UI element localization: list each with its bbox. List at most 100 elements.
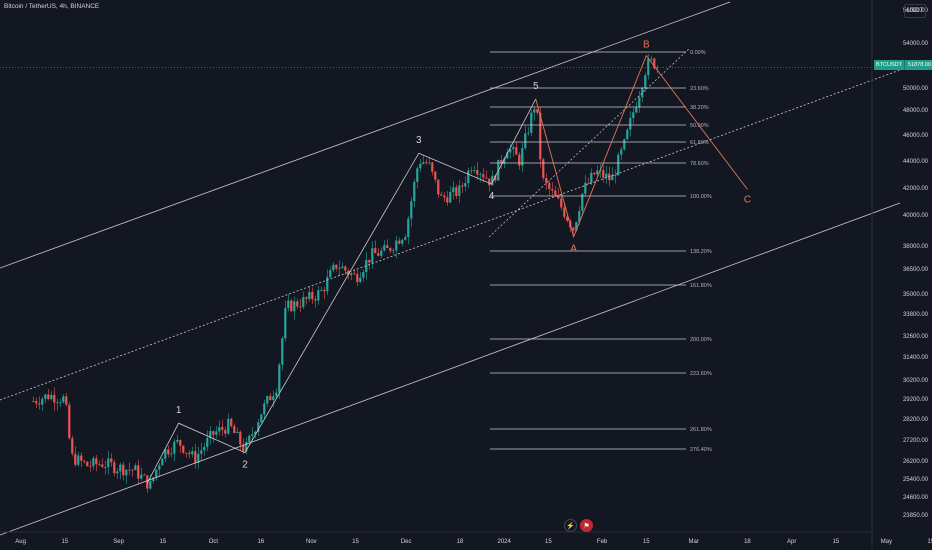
trend-lines	[0, 1, 901, 536]
candle-body	[467, 170, 470, 184]
candle-body	[125, 469, 128, 476]
candle-body	[95, 458, 98, 465]
candle-body	[92, 458, 95, 467]
flag-icon[interactable]: ⚑	[580, 519, 593, 532]
candle-body	[326, 277, 329, 292]
fib-level-label: 261.80%	[690, 427, 712, 433]
candle-body	[380, 250, 383, 256]
candle-body	[446, 197, 449, 203]
candle-body	[98, 464, 101, 466]
candle-body	[305, 297, 308, 299]
fib-level-label: 100.00%	[690, 194, 712, 200]
time-tick-label: 15	[643, 539, 650, 545]
candle-body	[518, 154, 521, 166]
candle-body	[638, 97, 641, 108]
price-tick-label: 40000.00	[903, 213, 929, 219]
candle-body	[404, 237, 407, 240]
candle-body	[149, 481, 152, 489]
time-tick-label: Sep	[113, 539, 124, 545]
candle-body	[341, 266, 344, 269]
time-tick-label: May	[881, 539, 892, 545]
time-tick-label: 15	[927, 539, 932, 545]
wave-label: 1	[176, 405, 182, 416]
candle-body	[128, 469, 131, 471]
candle-body	[410, 201, 413, 219]
price-tick-label: 27200.00	[903, 438, 929, 444]
candle-body	[479, 174, 482, 175]
time-tick-label: Aug	[15, 539, 26, 545]
candle-body	[170, 453, 173, 455]
candle-body	[194, 451, 197, 463]
candle-body	[161, 458, 164, 466]
candle-body	[290, 300, 293, 312]
time-tick-label: Apr	[787, 539, 796, 545]
candle-body	[263, 403, 266, 415]
time-tick-label: 16	[257, 539, 264, 545]
candle-body	[251, 434, 254, 436]
candle-body	[158, 465, 161, 470]
candle-body	[35, 401, 38, 404]
time-tick-label: 18	[744, 539, 751, 545]
symbol-title[interactable]: Bitcoin / TetherUS, 4h, BINANCE	[4, 3, 100, 10]
candle-body	[329, 270, 332, 278]
candle-body	[182, 445, 185, 453]
candle-body	[347, 270, 350, 275]
wave-label: C	[744, 194, 751, 205]
candle-body	[353, 273, 356, 275]
candle-body	[557, 195, 560, 199]
price-tick-label: 35000.00	[903, 292, 929, 298]
candle-body	[203, 446, 206, 451]
price-tick-label: 50000.00	[903, 86, 929, 92]
candle-body	[299, 306, 302, 308]
candle-body	[491, 175, 494, 186]
candle-body	[548, 182, 551, 189]
candle-body	[152, 477, 155, 482]
candle-body	[179, 440, 182, 446]
candle-body	[56, 402, 59, 404]
candle-body	[281, 338, 284, 365]
candle-body	[212, 431, 215, 435]
time-tick-label: Nov	[306, 539, 317, 545]
fib-level-label: 276.40%	[690, 447, 712, 453]
candle-body	[314, 299, 317, 301]
candle-body	[104, 467, 107, 468]
price-tick-label: 44000.00	[903, 159, 929, 165]
candle-body	[398, 240, 401, 244]
candle-body	[272, 396, 275, 401]
candle-body	[101, 464, 104, 468]
fib-level-label: 0.00%	[690, 50, 706, 56]
candle-body	[374, 248, 377, 254]
price-tick-label: 24600.00	[903, 495, 929, 501]
candle-body	[68, 404, 71, 439]
price-tick-label: 26200.00	[903, 459, 929, 465]
price-tick-label: 38000.00	[903, 244, 929, 250]
fib-level-label: 138.20%	[690, 249, 712, 255]
wave-label: 3	[416, 135, 422, 146]
lightning-icon[interactable]: ⚡	[564, 519, 577, 532]
candle-body	[584, 182, 587, 194]
candle-body	[428, 162, 431, 164]
fibonacci-extension: 0.00%23.60%38.20%50.00%61.80%78.60%100.0…	[490, 50, 712, 453]
candle-body	[539, 112, 542, 160]
fib-level-label: 78.60%	[690, 161, 709, 167]
price-tick-label: 33800.00	[903, 312, 929, 318]
time-tick-label: 15	[545, 539, 552, 545]
currency-button[interactable]: USDT	[904, 4, 926, 18]
candle-body	[485, 177, 488, 179]
candle-body	[554, 190, 557, 196]
candle-body	[137, 465, 140, 479]
candle-body	[578, 210, 581, 223]
candle-body	[434, 171, 437, 180]
candle-body	[413, 181, 416, 202]
candle-body	[452, 187, 455, 193]
candle-body	[473, 170, 476, 171]
price-tick-label: 29200.00	[903, 397, 929, 403]
candle-body	[359, 277, 362, 283]
candle-body	[86, 461, 89, 467]
candle-body	[227, 418, 230, 434]
bottom-toolbar: ⚡ ⚑	[564, 519, 593, 532]
candle-body	[224, 429, 227, 434]
candle-body	[65, 396, 68, 405]
